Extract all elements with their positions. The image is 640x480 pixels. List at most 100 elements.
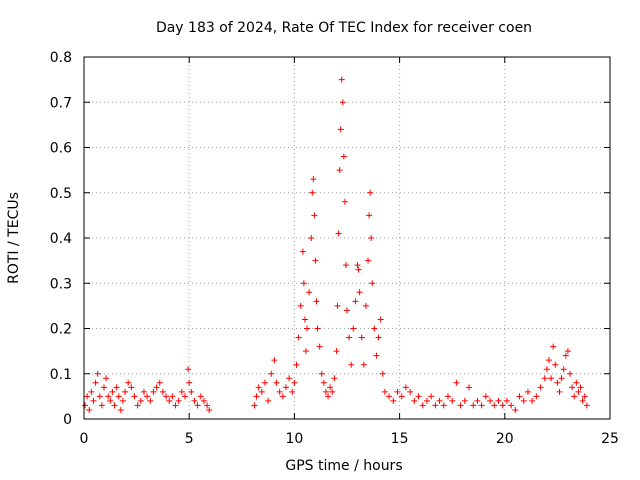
data-point	[583, 402, 590, 409]
data-point	[286, 375, 293, 382]
data-point	[134, 402, 141, 409]
data-point	[381, 388, 388, 395]
data-point	[186, 379, 193, 386]
chart-title: Day 183 of 2024, Rate Of TEC Index for r…	[156, 20, 532, 36]
data-point	[371, 325, 378, 332]
data-point	[348, 361, 355, 368]
data-point	[181, 393, 188, 400]
data-point	[191, 397, 198, 404]
data-point	[444, 393, 451, 400]
data-point	[273, 379, 280, 386]
data-point	[541, 375, 548, 382]
data-point	[314, 325, 321, 332]
data-point	[308, 235, 315, 241]
data-point	[411, 397, 418, 404]
data-point	[156, 379, 163, 386]
data-points	[82, 76, 590, 413]
y-tick-label: 0.8	[50, 50, 72, 66]
data-point	[440, 402, 447, 409]
data-point	[147, 397, 154, 404]
data-point	[271, 357, 278, 364]
plot-frame	[83, 56, 611, 420]
data-point	[204, 402, 211, 409]
data-point	[92, 379, 99, 386]
data-point	[355, 266, 362, 273]
data-point	[575, 388, 582, 395]
data-point	[369, 280, 376, 287]
data-point	[84, 393, 91, 400]
data-point	[491, 402, 498, 409]
data-point	[117, 406, 124, 413]
data-point	[423, 397, 430, 404]
data-point	[169, 393, 176, 400]
data-point	[325, 393, 332, 400]
data-point	[313, 298, 320, 305]
x-tick-label: 0	[80, 431, 89, 447]
data-point	[415, 393, 422, 400]
data-point	[516, 393, 523, 400]
data-point	[336, 167, 343, 174]
data-point	[309, 189, 316, 196]
y-tick-label: 0.1	[50, 367, 72, 383]
data-point	[310, 176, 317, 183]
data-point	[105, 393, 112, 400]
data-point	[115, 393, 122, 400]
data-point	[311, 212, 318, 219]
data-point	[335, 230, 342, 237]
data-point	[354, 262, 361, 269]
data-point	[360, 361, 367, 368]
y-tick-label: 0.3	[50, 276, 72, 292]
data-point	[293, 361, 300, 368]
data-point	[111, 402, 118, 409]
data-point	[103, 375, 110, 382]
data-point	[88, 388, 95, 395]
data-point	[125, 379, 132, 386]
data-point	[197, 393, 204, 400]
data-point	[255, 384, 262, 391]
data-point	[327, 384, 334, 391]
data-point	[153, 384, 160, 391]
data-point	[131, 393, 138, 400]
data-point	[554, 379, 561, 386]
data-point	[337, 126, 344, 133]
data-point	[356, 289, 363, 296]
data-point	[333, 348, 340, 355]
data-point	[137, 397, 144, 404]
data-point	[107, 397, 114, 404]
data-point	[567, 370, 574, 377]
data-point	[552, 361, 559, 368]
data-point	[524, 388, 531, 395]
data-point	[144, 393, 151, 400]
y-tick-label: 0.2	[50, 322, 72, 338]
data-point	[470, 402, 477, 409]
data-point	[163, 393, 170, 400]
data-point	[342, 262, 349, 269]
data-point	[341, 198, 348, 205]
data-point	[577, 384, 584, 391]
data-point	[428, 393, 435, 400]
data-point	[318, 370, 325, 377]
data-point	[449, 397, 456, 404]
data-point	[571, 393, 578, 400]
data-point	[394, 388, 401, 395]
y-tick-label: 0.5	[50, 186, 72, 202]
data-point	[478, 402, 485, 409]
data-point	[265, 397, 272, 404]
x-axis-label: GPS time / hours	[285, 458, 402, 474]
data-point	[579, 397, 586, 404]
data-point	[276, 388, 283, 395]
data-point	[316, 343, 323, 350]
data-point	[299, 248, 306, 255]
data-point	[548, 375, 555, 382]
data-point	[306, 289, 313, 296]
data-point	[386, 393, 393, 400]
data-point	[366, 212, 373, 219]
data-point	[172, 402, 179, 409]
data-point	[466, 384, 473, 391]
data-point	[268, 370, 275, 377]
y-tick-label: 0.7	[50, 95, 72, 111]
data-point	[150, 388, 157, 395]
y-tick-label: 0	[63, 412, 72, 428]
data-point	[291, 379, 298, 386]
data-point	[166, 397, 173, 404]
